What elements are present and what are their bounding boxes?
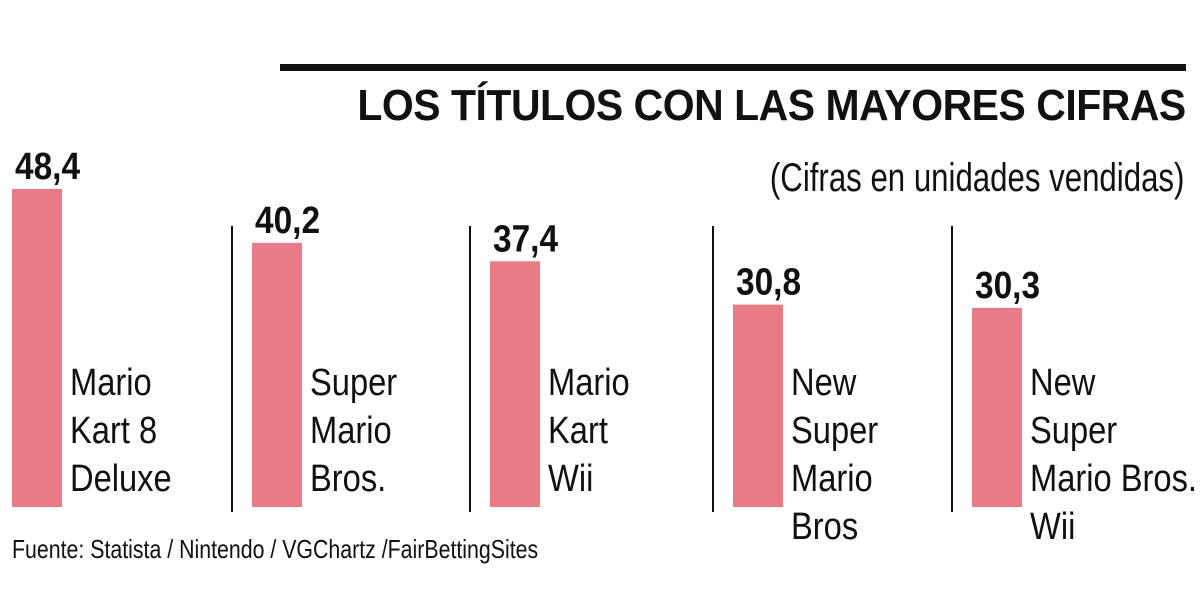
category-label: Wii (548, 457, 593, 500)
category-label: Mario (310, 409, 392, 452)
bar (252, 242, 302, 507)
category-label: Mario Bros. (1030, 457, 1197, 500)
category-label: Bros (791, 505, 858, 548)
chart-title: LOS TÍTULOS CON LAS MAYORES CIFRAS (357, 81, 1187, 130)
category-label: Super (1030, 409, 1117, 452)
category-label: Mario (548, 361, 630, 404)
bar-value-label: 30,8 (736, 261, 801, 303)
title-rule (280, 64, 1186, 71)
bar (733, 304, 783, 507)
category-label: New (791, 361, 857, 404)
bar (972, 307, 1022, 507)
bar-value-label: 30,3 (975, 264, 1040, 306)
category-label: Bros. (310, 457, 386, 500)
category-label: Deluxe (70, 457, 172, 500)
bar-value-label: 40,2 (255, 199, 320, 241)
category-label: New (1030, 361, 1096, 404)
bar (12, 189, 62, 507)
category-label: Kart (548, 409, 608, 452)
category-label: Mario (70, 361, 152, 404)
category-label: Kart 8 (70, 409, 157, 452)
bar-value-label: 48,4 (15, 145, 80, 187)
bar (490, 261, 540, 507)
category-label: Wii (1030, 505, 1075, 548)
category-label: Mario (791, 457, 873, 500)
category-label: Super (310, 361, 397, 404)
bar-value-label: 37,4 (493, 217, 558, 259)
chart-subtitle: (Cifras en unidades vendidas) (769, 156, 1184, 200)
category-label: Super (791, 409, 878, 452)
source-note: Fuente: Statista / Nintendo / VGChartz /… (12, 534, 539, 564)
